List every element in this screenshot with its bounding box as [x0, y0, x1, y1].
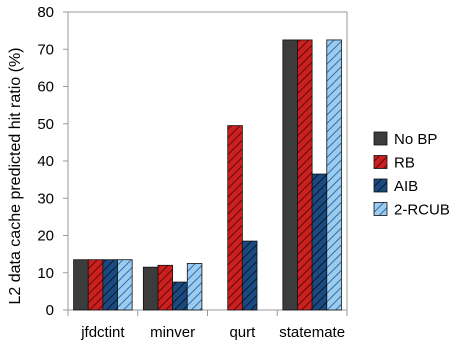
legend-label-rb: RB [394, 155, 415, 172]
y-tick-label: 80 [37, 4, 54, 21]
bar-aib-qurt [241, 240, 258, 311]
bar-rb-qurt [227, 125, 243, 311]
y-tick-label: 10 [37, 265, 54, 282]
legend-swatch-aib [373, 178, 388, 193]
bar-aib-minver [172, 281, 188, 311]
bar-rb-jfdctint [87, 259, 104, 311]
x-tick-label: statemate [279, 324, 345, 341]
bar-rb-minver [157, 264, 174, 311]
legend-label-2-rcub: 2-RCUB [394, 202, 450, 219]
legend-swatch-rb [373, 155, 388, 169]
legend-label-aib: AIB [394, 178, 418, 195]
bar-rb-statemate [297, 39, 313, 311]
bars [73, 39, 342, 311]
bar-no bp-jfdctint [73, 259, 89, 311]
bar-no bp-minver [142, 266, 159, 311]
y-tick-label: 40 [37, 153, 54, 170]
x-axis: jfdctint minver qurt statemate [67, 310, 348, 341]
y-tick-label: 60 [37, 79, 54, 96]
y-axis: 0 10 20 30 40 50 60 70 80 [37, 4, 68, 319]
y-tick-label: 0 [46, 302, 54, 319]
x-tick-label: minver [150, 324, 195, 341]
bar-2-rcub-statemate [326, 39, 342, 311]
x-tick-label: qurt [229, 324, 256, 341]
bar-aib-jfdctint [102, 259, 118, 311]
bar-2-rcub-jfdctint [117, 259, 133, 311]
bar-no bp-statemate [282, 39, 298, 311]
y-tick-label: 20 [37, 228, 54, 245]
bar-2-rcub-minver [186, 263, 203, 311]
y-tick-label: 30 [37, 190, 54, 207]
legend-swatch-no bp [373, 131, 388, 146]
legend-label-no bp: No BP [394, 131, 437, 148]
y-tick-label: 50 [37, 116, 54, 133]
legend: No BP RB AIB 2-RCUB [373, 131, 450, 219]
bar-aib-statemate [311, 173, 328, 311]
y-tick-label: 70 [37, 41, 54, 58]
y-axis-title: L2 data cache predicted hit ratio (%) [7, 47, 24, 304]
x-tick-label: jfdctint [80, 324, 125, 341]
legend-swatch-2-rcub [373, 202, 388, 216]
